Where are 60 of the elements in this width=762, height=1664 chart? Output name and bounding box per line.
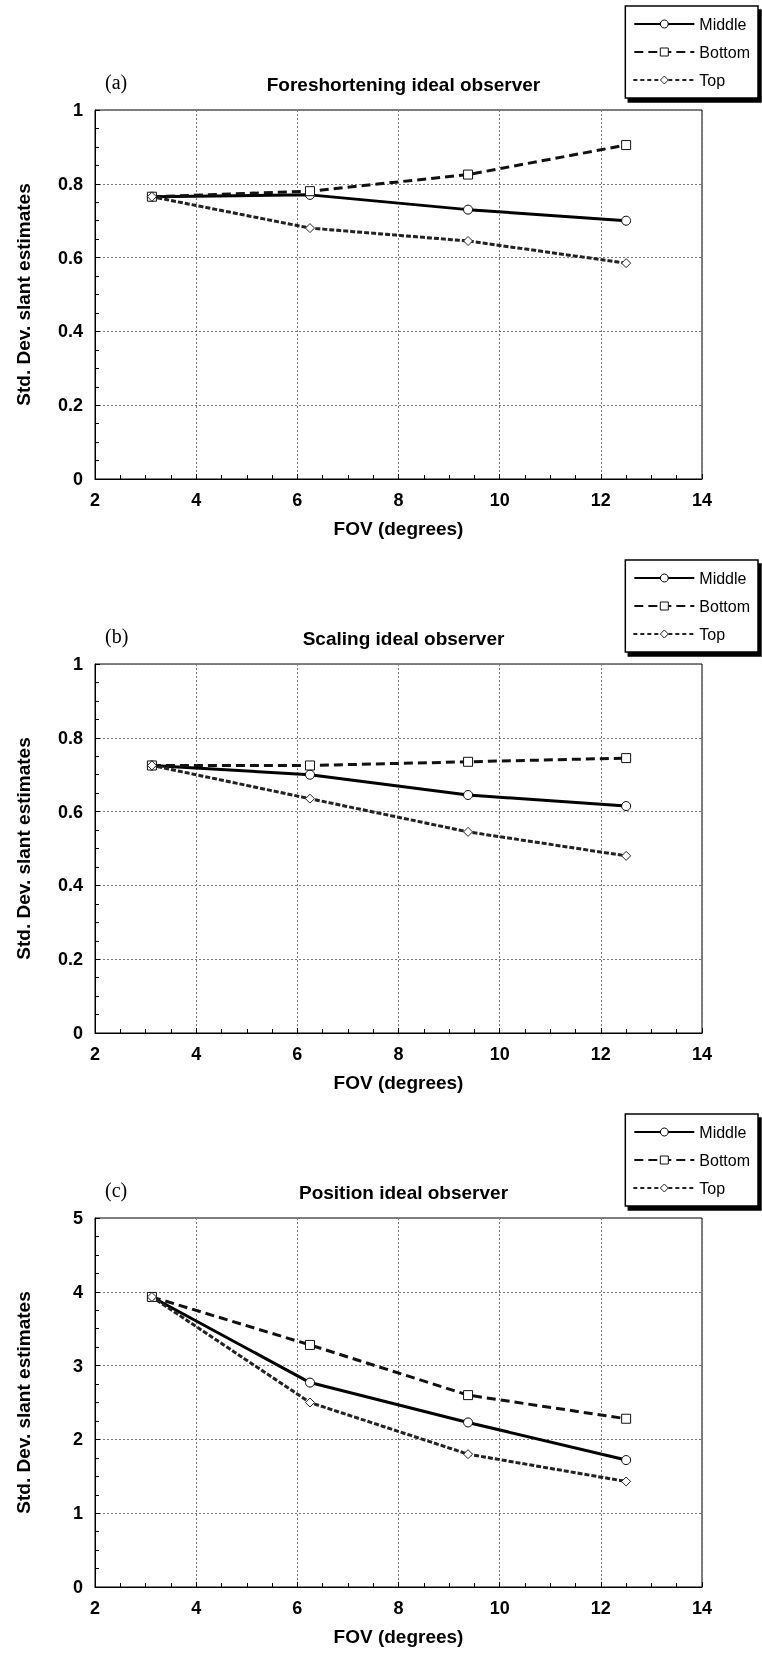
- y-tick-label: 0: [72, 1023, 83, 1043]
- x-axis-title: FOV (degrees): [333, 518, 464, 539]
- legend-label: Top: [699, 1179, 726, 1197]
- x-tick-label: 8: [393, 1598, 404, 1618]
- x-tick-label: 4: [191, 1598, 202, 1618]
- y-tick-label: 0.4: [57, 875, 83, 896]
- y-tick-label: 0: [72, 1577, 83, 1597]
- x-tick-label: 14: [691, 490, 713, 510]
- y-tick-label: 2: [72, 1429, 83, 1450]
- x-tick-label: 8: [393, 490, 404, 510]
- x-tick-label: 6: [292, 1598, 303, 1618]
- legend-label: Bottom: [699, 43, 750, 61]
- y-tick-label: 0.2: [57, 395, 83, 416]
- x-tick-label: 6: [292, 1044, 303, 1064]
- text: (a): [105, 71, 128, 94]
- legend-label: Bottom: [699, 1151, 750, 1169]
- y-tick-label: 0.6: [57, 247, 83, 268]
- chart-title: Position ideal observer: [298, 1182, 509, 1203]
- x-tick-label: 14: [691, 1598, 713, 1618]
- chart-title: Foreshortening ideal observer: [266, 74, 541, 95]
- x-tick-label: 6: [292, 490, 303, 510]
- y-tick-label: 1: [72, 100, 83, 120]
- chart-title: Scaling ideal observer: [302, 628, 505, 649]
- y-axis-title: Std. Dev. slant estimates: [13, 183, 34, 406]
- legend-label: Top: [699, 625, 726, 643]
- x-tick-label: 4: [191, 490, 202, 510]
- legend-label: Bottom: [699, 597, 750, 615]
- y-tick-label: 0: [72, 469, 83, 489]
- x-tick-label: 4: [191, 1044, 202, 1064]
- y-tick-label: 5: [72, 1208, 83, 1228]
- x-axis-title: FOV (degrees): [333, 1072, 464, 1093]
- y-axis-title: Std. Dev. slant estimates: [13, 1291, 34, 1514]
- legend-label: Middle: [699, 569, 747, 587]
- y-tick-label: 1: [72, 654, 83, 674]
- y-axis-title: Std. Dev. slant estimates: [13, 737, 34, 960]
- x-tick-label: 8: [393, 1044, 404, 1064]
- legend-label: Middle: [699, 1123, 747, 1141]
- y-tick-label: 0.2: [57, 949, 83, 970]
- legend-label: Middle: [699, 15, 747, 33]
- legend-label: Top: [699, 71, 726, 89]
- y-tick-label: 0.8: [57, 173, 83, 194]
- x-tick-label: 14: [691, 1044, 713, 1064]
- x-tick-label: 10: [489, 490, 510, 510]
- text: (b): [105, 625, 129, 648]
- x-axis-title: FOV (degrees): [333, 1626, 464, 1647]
- x-tick-label: 12: [590, 1044, 611, 1064]
- y-tick-label: 3: [72, 1355, 83, 1376]
- x-tick-label: 2: [89, 490, 101, 510]
- y-tick-label: 1: [72, 1503, 83, 1524]
- x-tick-label: 10: [489, 1598, 510, 1618]
- x-tick-label: 12: [590, 490, 611, 510]
- y-tick-label: 4: [72, 1281, 83, 1302]
- x-tick-label: 2: [89, 1598, 101, 1618]
- y-tick-label: 0.8: [57, 727, 83, 748]
- y-tick-label: 0.4: [57, 321, 83, 342]
- x-tick-label: 12: [590, 1598, 611, 1618]
- y-tick-label: 0.6: [57, 801, 83, 822]
- x-tick-label: 10: [489, 1044, 510, 1064]
- text: (c): [105, 1179, 128, 1202]
- x-tick-label: 2: [89, 1044, 101, 1064]
